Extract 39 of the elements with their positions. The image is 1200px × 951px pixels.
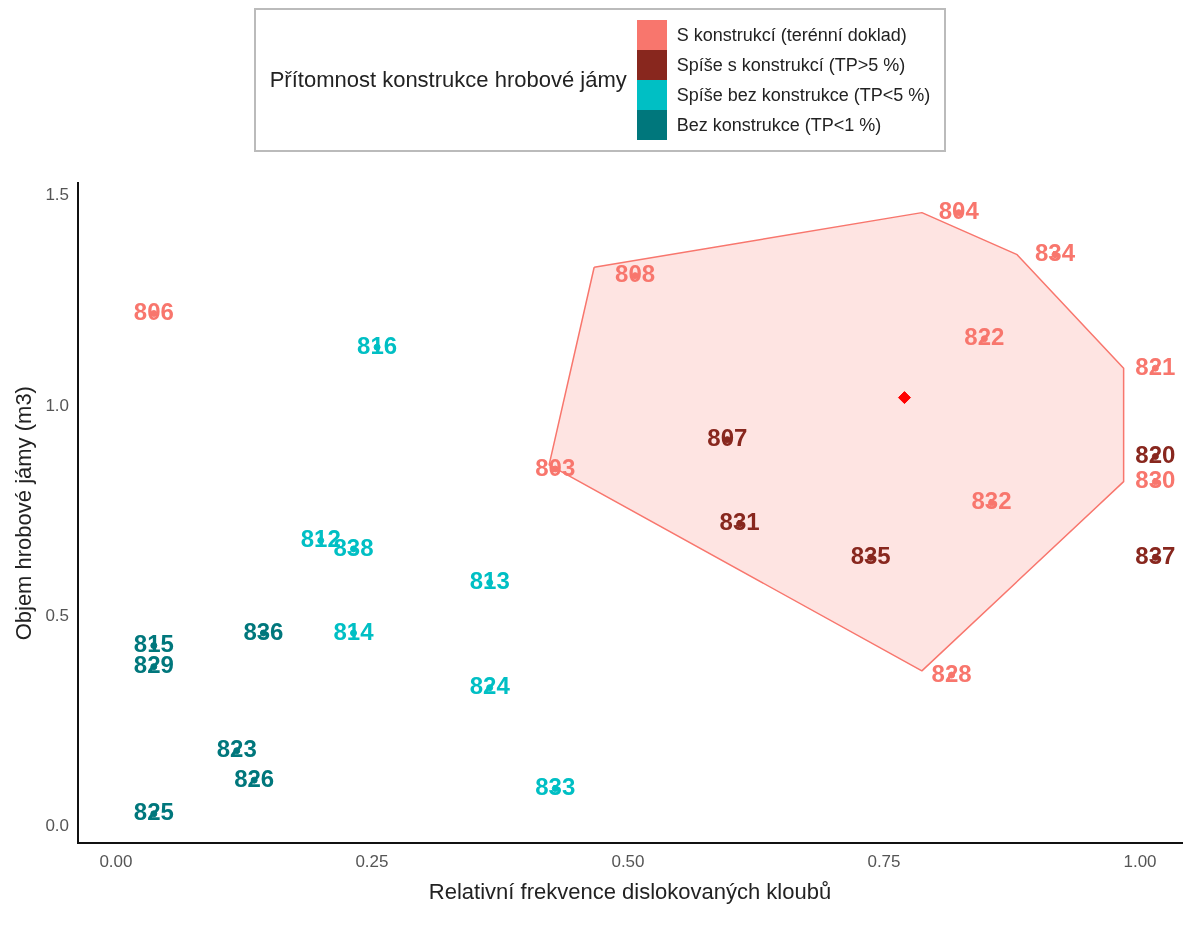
annotation: 816	[357, 331, 398, 359]
x-axis-title: Relativní frekvence dislokovaných kloubů	[428, 878, 832, 904]
point	[897, 391, 911, 405]
annotation: 828	[931, 659, 972, 687]
annotation: 834	[1034, 239, 1076, 267]
annotation: 822	[964, 323, 1005, 351]
annotation: 835	[850, 541, 891, 569]
annotation: 813	[469, 567, 510, 595]
x-tick-label: 0.00	[99, 852, 133, 872]
annotation: 836	[243, 617, 284, 645]
annotation: 824	[469, 672, 511, 700]
y-axis-title: Objem hrobové jámy (m3)	[11, 386, 37, 641]
x-tick-label: 1.00	[1123, 852, 1157, 872]
legend-label: Bez konstrukce (TP<1 %)	[676, 114, 882, 136]
annotation: 826	[234, 764, 275, 792]
annotation: 829	[133, 651, 174, 679]
x-tick-label: 0.75	[867, 852, 901, 872]
annotation: 832	[971, 487, 1012, 515]
annotation: 820	[1135, 441, 1176, 469]
x-tick-label: 0.25	[355, 852, 389, 872]
legend-label: Spíše bez konstrukce (TP<5 %)	[676, 84, 931, 106]
annotation: 804	[938, 197, 980, 225]
annotation: 831	[719, 508, 760, 536]
y-tick-label: 0.5	[45, 605, 70, 625]
annotation: 807	[707, 424, 748, 452]
legend-title: Přítomnost konstrukce hrobové jámy	[269, 67, 627, 93]
annotation: 823	[216, 735, 257, 763]
annotation: 808	[615, 260, 656, 288]
legend-label: S konstrukcí (terénní doklad)	[676, 24, 907, 46]
x-tick-label: 0.50	[611, 852, 645, 872]
y-tick-label: 1.0	[45, 395, 70, 415]
legend-label: Spíše s konstrukcí (TP>5 %)	[676, 54, 906, 76]
annotation: 825	[133, 798, 174, 826]
annotation: 806	[133, 298, 174, 326]
y-tick-label: 1.5	[45, 185, 70, 205]
y-tick-label: 0.0	[45, 816, 70, 836]
annotation: 837	[1135, 541, 1176, 569]
annotation: 830	[1135, 466, 1176, 494]
annotation: 833	[535, 773, 576, 801]
